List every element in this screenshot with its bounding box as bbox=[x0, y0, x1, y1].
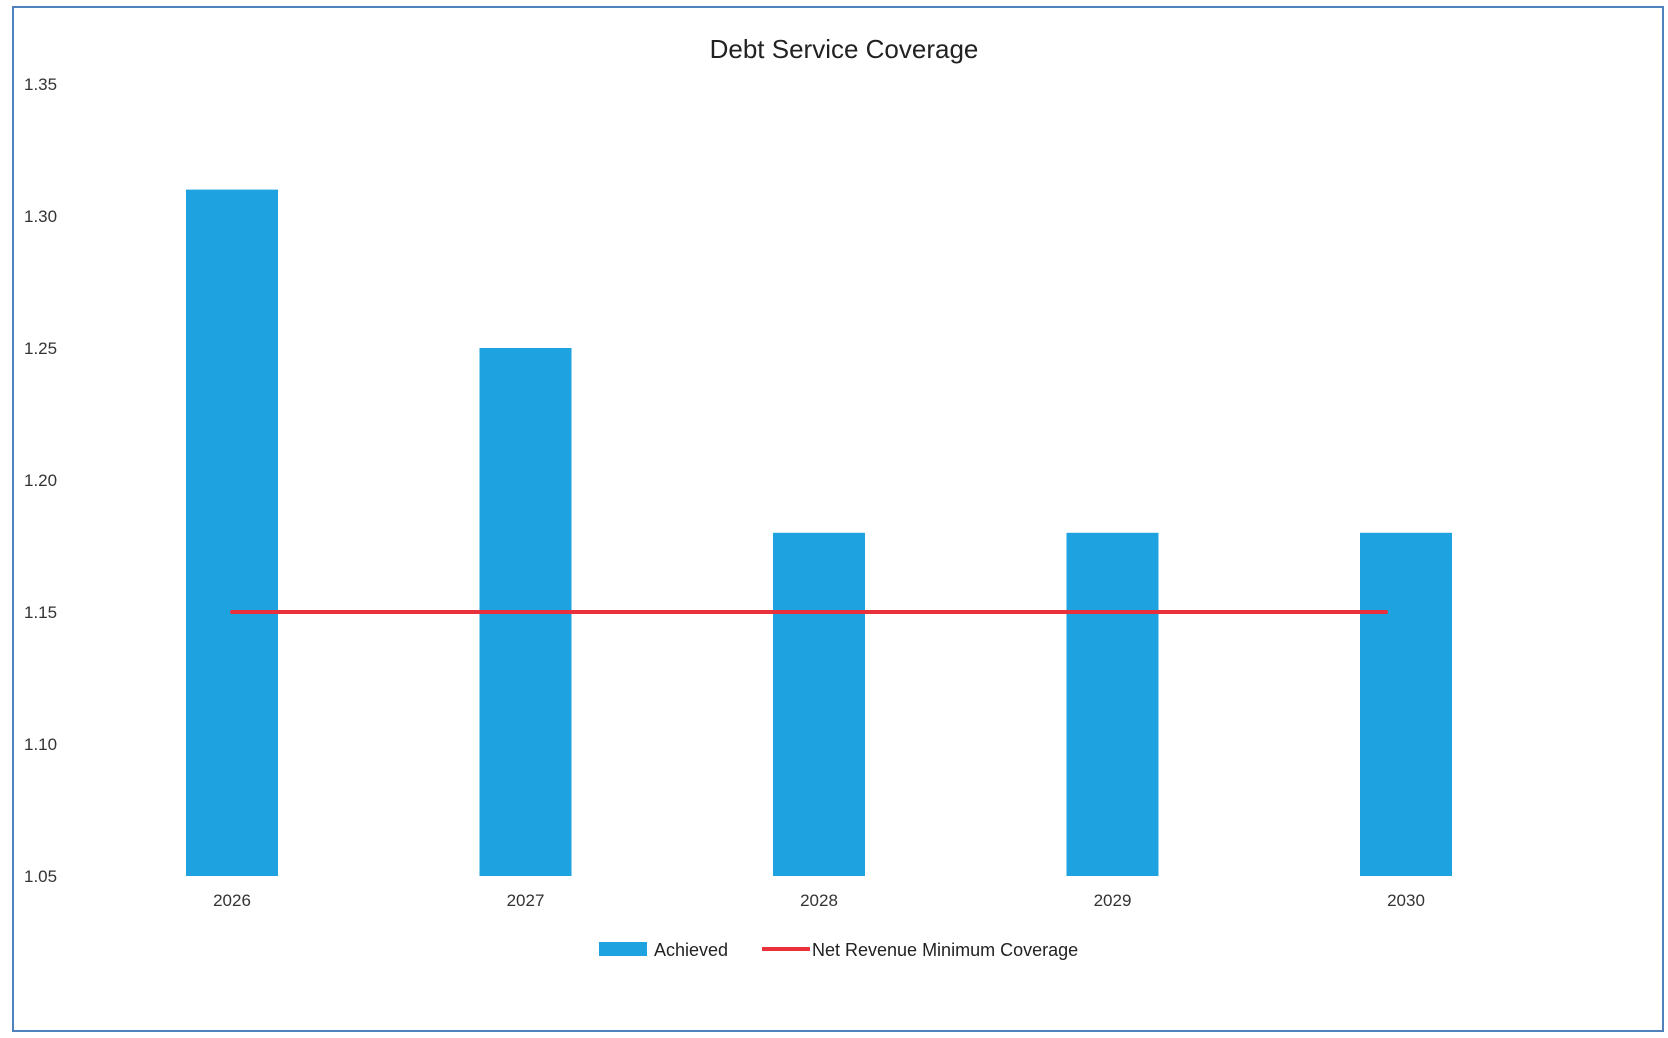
legend-label-achieved: Achieved bbox=[654, 940, 728, 960]
legend: Achieved Net Revenue Minimum Coverage bbox=[599, 940, 1078, 960]
x-tick-label: 2029 bbox=[1094, 891, 1132, 910]
x-tick-label: 2028 bbox=[800, 891, 838, 910]
legend-swatch-achieved bbox=[599, 942, 647, 956]
y-tick-label: 1.15 bbox=[24, 603, 57, 622]
x-axis: 2026 2027 2028 2029 2030 bbox=[213, 891, 1425, 910]
y-tick-label: 1.05 bbox=[24, 867, 57, 886]
chart-frame: Debt Service Coverage 1.05 1.10 1.15 1.20 1.… bbox=[12, 6, 1664, 1032]
y-axis: 1.05 1.10 1.15 1.20 1.25 1.30 1.35 bbox=[24, 75, 57, 886]
x-tick-label: 2030 bbox=[1387, 891, 1425, 910]
legend-label-minimum-coverage: Net Revenue Minimum Coverage bbox=[812, 940, 1078, 960]
bar-2030 bbox=[1360, 532, 1452, 876]
y-tick-label: 1.10 bbox=[24, 735, 57, 754]
y-tick-label: 1.25 bbox=[24, 339, 57, 358]
x-tick-label: 2026 bbox=[213, 891, 251, 910]
y-tick-label: 1.35 bbox=[24, 75, 57, 94]
x-tick-label: 2027 bbox=[507, 891, 545, 910]
chart-title: Debt Service Coverage bbox=[710, 34, 979, 64]
bar-2028 bbox=[773, 532, 865, 876]
bars bbox=[186, 189, 1452, 877]
chart-svg: Debt Service Coverage 1.051.101.151.201.… bbox=[24, 34, 1452, 960]
y-tick-label: 1.20 bbox=[24, 471, 57, 490]
bar-2029 bbox=[1066, 532, 1159, 876]
bar-2026 bbox=[186, 189, 278, 877]
y-tick-label: 1.30 bbox=[24, 207, 57, 226]
